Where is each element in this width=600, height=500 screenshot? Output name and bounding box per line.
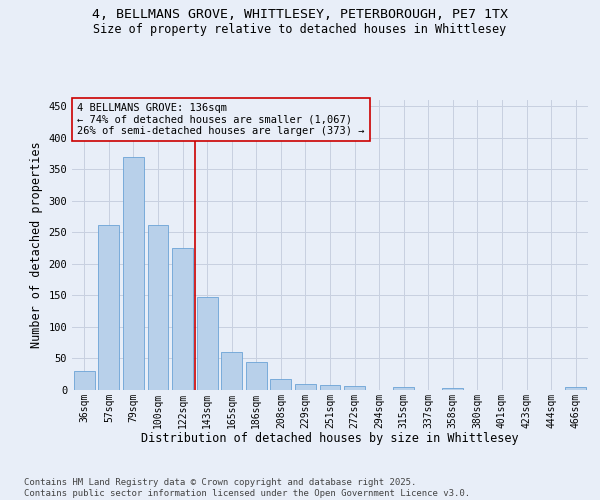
Text: Contains HM Land Registry data © Crown copyright and database right 2025.
Contai: Contains HM Land Registry data © Crown c… <box>24 478 470 498</box>
Bar <box>246 362 267 390</box>
Bar <box>565 388 586 390</box>
Bar <box>98 225 119 390</box>
Text: 4 BELLMANS GROVE: 136sqm
← 74% of detached houses are smaller (1,067)
26% of sem: 4 BELLMANS GROVE: 136sqm ← 74% of detach… <box>77 103 365 136</box>
Y-axis label: Number of detached properties: Number of detached properties <box>30 142 43 348</box>
Bar <box>123 158 144 390</box>
Bar <box>344 386 365 390</box>
Bar <box>442 388 463 390</box>
Bar <box>221 352 242 390</box>
Text: 4, BELLMANS GROVE, WHITTLESEY, PETERBOROUGH, PE7 1TX: 4, BELLMANS GROVE, WHITTLESEY, PETERBORO… <box>92 8 508 20</box>
Bar <box>197 296 218 390</box>
X-axis label: Distribution of detached houses by size in Whittlesey: Distribution of detached houses by size … <box>141 432 519 445</box>
Bar <box>148 225 169 390</box>
Bar <box>74 371 95 390</box>
Bar <box>393 387 414 390</box>
Bar <box>295 384 316 390</box>
Bar <box>271 378 292 390</box>
Text: Size of property relative to detached houses in Whittlesey: Size of property relative to detached ho… <box>94 22 506 36</box>
Bar <box>320 385 340 390</box>
Bar <box>172 248 193 390</box>
